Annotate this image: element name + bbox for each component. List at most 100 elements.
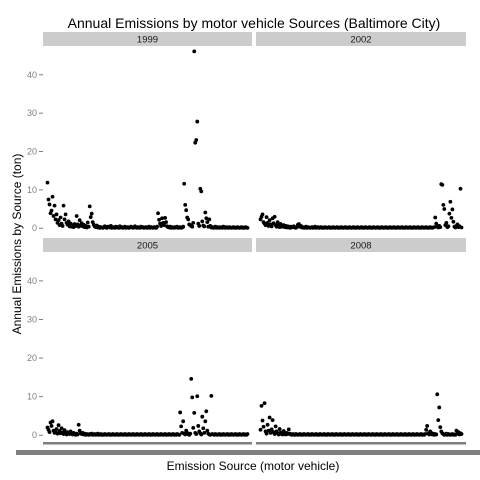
- data-point: [157, 217, 161, 222]
- data-point: [432, 225, 437, 229]
- data-point: [424, 427, 429, 432]
- data-point: [182, 181, 187, 186]
- data-point: [45, 180, 50, 185]
- data-point: [425, 424, 430, 428]
- data-point: [55, 431, 60, 436]
- data-point: [199, 189, 204, 194]
- data-point: [267, 415, 272, 420]
- data-point: [245, 225, 250, 230]
- y-tick-label: 10: [27, 185, 37, 195]
- data-point: [440, 182, 445, 187]
- y-tick-label: 0: [32, 223, 37, 233]
- data-point: [434, 432, 439, 437]
- data-point: [438, 425, 443, 430]
- facet-strip: [43, 32, 252, 46]
- x-axis-title: Emission Source (motor vehicle): [167, 459, 340, 473]
- data-point: [184, 208, 189, 213]
- data-point: [438, 225, 443, 229]
- facet-panel-2002: 2002: [256, 32, 466, 230]
- data-point: [85, 220, 90, 225]
- chart-title: Annual Emissions by motor vehicle Source…: [68, 15, 441, 31]
- data-point: [459, 225, 464, 230]
- data-point: [442, 207, 447, 211]
- data-point: [270, 418, 275, 423]
- facet-panel-2005: 2005 0 10 20 30 40: [27, 238, 252, 445]
- data-point: [203, 419, 208, 424]
- data-point: [181, 419, 186, 424]
- data-point: [200, 414, 205, 419]
- data-point: [260, 418, 265, 423]
- data-point: [75, 432, 80, 437]
- data-point: [155, 224, 159, 229]
- data-point: [269, 427, 274, 432]
- data-point: [446, 224, 451, 229]
- data-point: [52, 203, 57, 208]
- y-tick-label: 20: [27, 353, 37, 363]
- data-point: [61, 203, 66, 208]
- data-point: [163, 215, 167, 220]
- data-point: [200, 219, 205, 224]
- data-point: [192, 410, 197, 415]
- data-point: [262, 401, 267, 406]
- data-point: [60, 224, 65, 228]
- data-point: [86, 224, 91, 229]
- data-point: [190, 224, 195, 229]
- y-tick-label: 40: [27, 276, 37, 286]
- data-point: [49, 424, 54, 428]
- data-point: [205, 220, 210, 225]
- x-axis-tick-labels: [16, 450, 480, 455]
- data-point: [273, 424, 278, 429]
- data-point: [204, 409, 209, 414]
- data-point: [181, 224, 186, 229]
- data-point: [59, 426, 64, 431]
- data-point: [177, 432, 182, 437]
- facet-strip-label: 2002: [350, 35, 371, 46]
- x-tick-band: [256, 442, 466, 445]
- data-point: [286, 427, 291, 432]
- data-points: [258, 392, 464, 437]
- data-point: [186, 217, 191, 222]
- facet-strip-label: 2008: [350, 241, 371, 252]
- data-point: [189, 377, 194, 381]
- data-point: [259, 404, 264, 408]
- data-point: [89, 211, 94, 216]
- data-point: [178, 410, 183, 415]
- data-point: [444, 220, 449, 225]
- y-tick-label: 40: [27, 70, 37, 80]
- data-point: [202, 431, 207, 435]
- data-point: [272, 432, 277, 436]
- data-point: [47, 430, 52, 435]
- data-point: [434, 221, 439, 226]
- data-point: [459, 432, 464, 436]
- facet-strip: [43, 238, 252, 252]
- data-point: [203, 210, 208, 215]
- x-axis: [16, 450, 480, 455]
- data-point: [275, 220, 280, 225]
- data-point: [188, 431, 193, 436]
- data-point: [88, 215, 93, 220]
- data-point: [265, 422, 270, 427]
- data-point: [264, 215, 269, 220]
- data-point: [448, 199, 453, 204]
- data-point: [156, 211, 160, 216]
- data-point: [179, 424, 184, 429]
- data-point: [201, 426, 206, 431]
- data-point: [164, 220, 168, 225]
- y-tick-label: 0: [32, 430, 37, 440]
- data-point: [63, 212, 68, 217]
- data-point: [51, 214, 56, 218]
- data-point: [207, 217, 212, 222]
- data-point: [47, 202, 52, 207]
- data-point: [202, 224, 207, 229]
- data-point: [204, 216, 209, 221]
- data-point: [50, 194, 55, 199]
- data-point: [54, 427, 59, 431]
- data-point: [435, 392, 440, 397]
- data-point: [261, 424, 266, 429]
- data-point: [162, 223, 166, 228]
- y-tick-label: 20: [27, 147, 37, 157]
- data-point: [56, 218, 61, 223]
- data-point: [195, 394, 200, 399]
- facet-panel-2008: 2008: [256, 238, 466, 445]
- data-points: [45, 49, 250, 230]
